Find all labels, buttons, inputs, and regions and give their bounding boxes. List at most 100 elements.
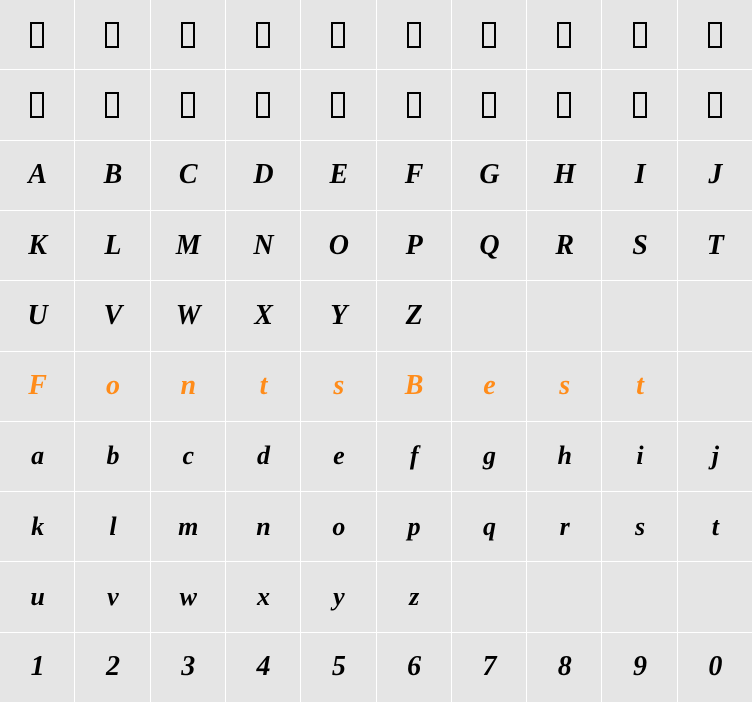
glyph-cell: R	[527, 211, 601, 280]
glyph-cell-highlight: n	[151, 352, 225, 421]
glyph: Y	[330, 300, 346, 332]
glyph-cell: w	[151, 562, 225, 631]
glyph-cell	[75, 0, 149, 69]
glyph: B	[405, 370, 423, 402]
glyph: H	[554, 159, 575, 191]
glyph: D	[253, 159, 272, 191]
glyph-cell: x	[226, 562, 300, 631]
glyph: t	[712, 512, 718, 542]
missing-glyph-box	[633, 92, 647, 118]
glyph-cell: m	[151, 492, 225, 561]
missing-glyph-box	[482, 92, 496, 118]
glyph-cell-highlight: B	[377, 352, 451, 421]
glyph: 7	[482, 651, 495, 683]
glyph-cell: P	[377, 211, 451, 280]
glyph: V	[104, 300, 122, 332]
glyph-cell	[678, 0, 752, 69]
missing-glyph-box	[407, 92, 421, 118]
glyph-cell: f	[377, 422, 451, 491]
glyph-cell: q	[452, 492, 526, 561]
glyph-cell: h	[527, 422, 601, 491]
glyph: E	[330, 159, 348, 191]
glyph-cell: W	[151, 281, 225, 350]
glyph-cell: o	[301, 492, 375, 561]
glyph: o	[106, 370, 119, 402]
glyph: w	[180, 582, 196, 612]
glyph: c	[182, 441, 193, 471]
missing-glyph-box	[256, 22, 270, 48]
glyph: W	[176, 300, 200, 332]
glyph: m	[178, 512, 197, 542]
glyph: O	[329, 230, 348, 262]
glyph: b	[106, 441, 118, 471]
glyph-cell	[602, 562, 676, 631]
glyph-cell	[452, 70, 526, 139]
glyph: s	[333, 370, 343, 402]
glyph-cell: k	[0, 492, 74, 561]
glyph: C	[179, 159, 197, 191]
glyph-cell: z	[377, 562, 451, 631]
glyph: 4	[257, 651, 270, 683]
glyph: n	[180, 370, 195, 402]
glyph-cell: F	[377, 141, 451, 210]
glyph-cell: v	[75, 562, 149, 631]
glyph: 1	[31, 651, 44, 683]
glyph-cell-highlight: t	[226, 352, 300, 421]
glyph-cell: b	[75, 422, 149, 491]
glyph-cell: J	[678, 141, 752, 210]
glyph: 3	[181, 651, 194, 683]
glyph: u	[30, 582, 43, 612]
glyph-cell: U	[0, 281, 74, 350]
glyph: v	[107, 582, 118, 612]
glyph-cell: G	[452, 141, 526, 210]
missing-glyph-box	[181, 92, 195, 118]
glyph-cell	[678, 562, 752, 631]
glyph: t	[260, 370, 267, 402]
missing-glyph-box	[708, 92, 722, 118]
glyph-cell: l	[75, 492, 149, 561]
glyph: o	[332, 512, 344, 542]
glyph-cell: K	[0, 211, 74, 280]
glyph: 8	[558, 651, 571, 683]
glyph-cell: 5	[301, 633, 375, 702]
glyph: N	[253, 230, 272, 262]
glyph: 6	[407, 651, 420, 683]
glyph: P	[406, 230, 422, 262]
glyph-cell: c	[151, 422, 225, 491]
glyph-cell	[0, 70, 74, 139]
glyph-cell: 6	[377, 633, 451, 702]
missing-glyph-box	[331, 22, 345, 48]
glyph-cell	[75, 70, 149, 139]
missing-glyph-box	[256, 92, 270, 118]
character-map-grid: A B C D E F G H I J K L M N O P Q R S T …	[0, 0, 752, 702]
missing-glyph-box	[105, 92, 119, 118]
glyph: 0	[708, 651, 721, 683]
glyph: s	[635, 512, 644, 542]
glyph: 9	[633, 651, 646, 683]
glyph-cell-highlight: F	[0, 352, 74, 421]
glyph: J	[708, 159, 721, 191]
glyph-cell	[452, 281, 526, 350]
glyph: t	[636, 370, 643, 402]
glyph-cell-highlight: s	[301, 352, 375, 421]
glyph-cell	[377, 0, 451, 69]
glyph: R	[555, 230, 573, 262]
glyph-cell: g	[452, 422, 526, 491]
glyph-cell: H	[527, 141, 601, 210]
glyph-cell	[301, 0, 375, 69]
glyph-cell: Q	[452, 211, 526, 280]
glyph-cell: e	[301, 422, 375, 491]
glyph: Z	[406, 300, 422, 332]
glyph-cell: M	[151, 211, 225, 280]
glyph: F	[405, 159, 423, 191]
missing-glyph-box	[30, 92, 44, 118]
glyph: M	[176, 230, 200, 262]
glyph: h	[558, 441, 571, 471]
missing-glyph-box	[557, 92, 571, 118]
glyph-cell	[226, 0, 300, 69]
glyph-cell: S	[602, 211, 676, 280]
glyph-cell: O	[301, 211, 375, 280]
glyph-cell	[0, 0, 74, 69]
glyph-cell: i	[602, 422, 676, 491]
glyph: a	[31, 441, 43, 471]
